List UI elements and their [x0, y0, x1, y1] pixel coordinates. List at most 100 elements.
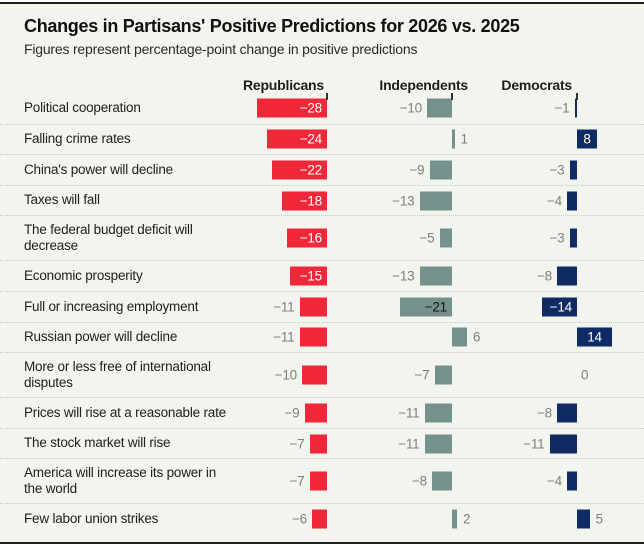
bar-dem [557, 266, 577, 286]
bar-rep: −22 [272, 160, 327, 180]
bar-ind [419, 266, 452, 286]
value-label-dem: 5 [595, 511, 604, 527]
table-row: The stock market will rise −7 −11 −11 [0, 427, 644, 459]
column-headers: Republicans Independents Democrats [0, 71, 644, 100]
value-label-rep: −24 [299, 131, 323, 147]
bar-dem: −14 [542, 297, 577, 317]
bar-ind [427, 98, 452, 118]
value-label-rep: −10 [274, 367, 298, 383]
value-label-ind: −11 [398, 436, 420, 452]
bar-dem [569, 228, 577, 248]
category-label-line: the world [24, 481, 77, 497]
bar-ind [452, 327, 467, 347]
category-label-line: Russian power will decline [24, 329, 178, 345]
value-label-dem: −8 [537, 268, 552, 284]
value-label-ind: −11 [398, 405, 420, 421]
value-label-ind: 2 [463, 511, 471, 527]
category-label-line: Political cooperation [24, 100, 141, 116]
table-row: Prices will rise at a reasonable rate −9 −… [0, 397, 644, 428]
value-label-dem: −4 [547, 193, 562, 209]
bar-ind [439, 228, 452, 248]
value-label-dem: −1 [554, 100, 570, 116]
value-label-ind: −13 [392, 193, 415, 209]
value-label-ind: −13 [392, 268, 415, 284]
table-row: Political cooperation −28 −10 −1 [0, 93, 644, 124]
bar-ind [424, 403, 452, 423]
value-label-dem: 8 [583, 131, 591, 147]
value-label-rep: −11 [273, 329, 295, 345]
table-row: America will increase its power in the wo… [0, 458, 644, 503]
value-label-dem: 14 [587, 329, 602, 345]
bar-ind [432, 471, 452, 491]
bar-dem [557, 403, 577, 423]
bar-ind [419, 191, 452, 211]
category-label-line: Economic prosperity [24, 267, 143, 283]
category-label: Taxes will fall [24, 192, 274, 209]
column-header-independents: Independents [379, 77, 468, 93]
value-label-dem: −11 [523, 436, 545, 452]
value-label-rep: −28 [299, 100, 323, 116]
value-label-ind: 6 [473, 329, 481, 345]
category-label-line: decrease [24, 238, 78, 254]
category-label: The federal budget deficit will decrease [24, 222, 274, 255]
bar-rep: −24 [267, 129, 327, 149]
table-row: Economic prosperity −15 −13 −8 [0, 260, 644, 291]
value-label-ind: −5 [419, 230, 435, 246]
baseline-tick-independents [450, 93, 453, 100]
category-label: Russian power will decline [24, 329, 274, 346]
category-label-line: America will increase its power in [24, 464, 217, 480]
chart-rows: Political cooperation −28 −10 −1 Falling cri… [0, 93, 644, 534]
value-label-dem: −8 [537, 405, 552, 421]
bar-rep [304, 403, 327, 423]
bar-dem [574, 98, 577, 118]
table-row: The federal budget deficit will decrease −… [0, 215, 644, 260]
category-label-line: Few labor union strikes [24, 510, 159, 526]
bar-ind [429, 160, 452, 180]
column-header-republicans: Republicans [242, 77, 324, 93]
value-label-rep: −18 [299, 193, 323, 209]
baseline-tick-democrats [575, 93, 578, 100]
category-label-line: The federal budget deficit will [24, 221, 193, 237]
value-label-ind: −21 [424, 299, 448, 315]
column-header-democrats: Democrats [501, 77, 572, 93]
category-label: Falling crime rates [24, 131, 274, 148]
bar-ind: −21 [399, 297, 452, 317]
value-label-dem: −3 [549, 162, 565, 178]
bar-rep [299, 297, 327, 317]
value-label-ind: −9 [409, 162, 425, 178]
bar-rep: −16 [287, 228, 327, 248]
bar-rep: −15 [289, 266, 327, 286]
value-label-ind: 1 [460, 131, 469, 147]
value-label-ind: −8 [412, 473, 427, 489]
value-label-dem: −4 [547, 473, 562, 489]
value-label-rep: −16 [299, 230, 323, 246]
category-label-line: Full or increasing employment [24, 298, 199, 314]
value-label-rep: −9 [284, 405, 300, 421]
bar-ind [434, 365, 452, 385]
category-label-line: Prices will rise at a reasonable rate [24, 404, 226, 420]
bar-dem: 8 [577, 129, 597, 149]
table-row: Full or increasing employment −11 −21 −14 [0, 290, 644, 322]
bar-ind [452, 129, 455, 149]
bar-dem [577, 509, 590, 529]
bar-rep [309, 471, 327, 491]
category-label: Economic prosperity [24, 268, 274, 285]
bar-rep: −28 [257, 98, 327, 118]
value-label-dem: −14 [549, 299, 573, 315]
value-label-rep: −15 [299, 268, 323, 284]
category-label: Political cooperation [24, 100, 274, 117]
bar-ind [452, 509, 457, 529]
value-label-rep: −22 [299, 162, 323, 178]
table-row: Falling crime rates −24 1 8 [0, 123, 644, 155]
value-label-ind: −7 [414, 367, 430, 383]
bar-dem [567, 191, 577, 211]
table-row: More or less free of international disput… [0, 352, 644, 397]
category-label-line: The stock market will rise [24, 435, 171, 451]
bar-dem: 14 [577, 327, 612, 347]
category-label: America will increase its power in the wo… [24, 465, 274, 498]
chart-subtitle: Figures represent percentage-point chang… [24, 41, 418, 57]
page-title: Changes in Partisans' Positive Predictio… [24, 16, 520, 36]
category-label: Full or increasing employment [24, 299, 274, 316]
